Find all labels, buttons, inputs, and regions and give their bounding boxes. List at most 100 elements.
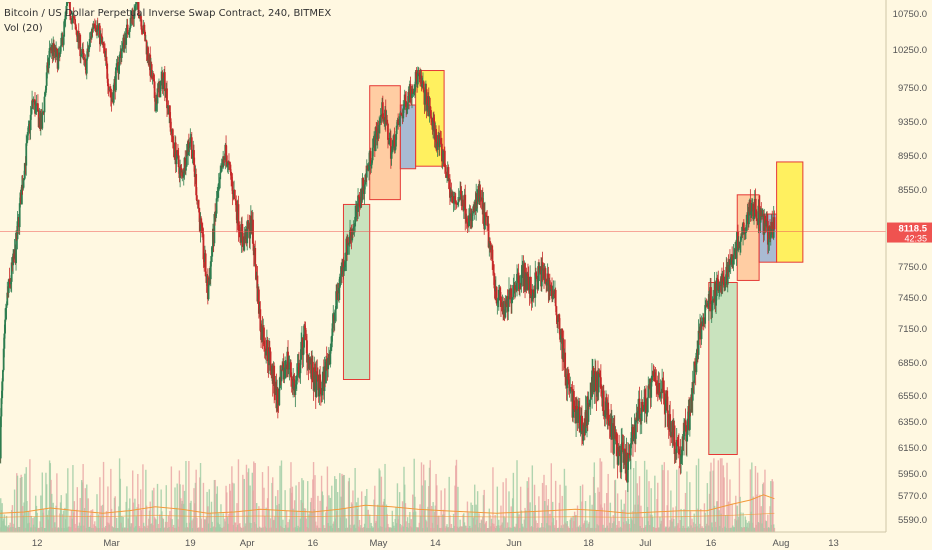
candle-body bbox=[519, 283, 521, 290]
candle-body bbox=[126, 24, 129, 34]
volume-bar bbox=[123, 527, 126, 532]
volume-bar bbox=[322, 495, 324, 532]
volume-bar bbox=[445, 526, 447, 532]
candle-body bbox=[406, 102, 409, 109]
volume-bar bbox=[429, 460, 431, 532]
volume-bar bbox=[134, 526, 137, 532]
candle-body bbox=[58, 52, 60, 57]
volume-bar bbox=[692, 522, 695, 532]
volume-bar bbox=[693, 513, 695, 532]
volume-bar bbox=[192, 518, 194, 532]
candle-body bbox=[47, 57, 50, 69]
yellow-box-august[interactable] bbox=[776, 161, 804, 263]
candle-body bbox=[43, 96, 46, 113]
volume-bar bbox=[740, 527, 743, 532]
volume-bar bbox=[490, 526, 492, 532]
last-price-label: 8118.5 bbox=[898, 224, 927, 235]
volume-bar bbox=[282, 527, 285, 532]
candle-body bbox=[208, 277, 211, 285]
volume-bar bbox=[449, 527, 452, 532]
volume-bar bbox=[667, 470, 669, 532]
volume-bar bbox=[498, 528, 501, 532]
candle-body bbox=[740, 233, 743, 237]
candle-body bbox=[384, 109, 387, 125]
volume-bar bbox=[42, 512, 44, 532]
candle-body bbox=[246, 221, 249, 244]
volume-bar bbox=[348, 477, 350, 532]
candle-body bbox=[570, 387, 573, 389]
volume-bar bbox=[211, 521, 213, 532]
volume-bar bbox=[113, 497, 116, 532]
volume-bar bbox=[409, 526, 412, 532]
candle-body bbox=[25, 143, 28, 166]
volume-indicator-label[interactable]: Vol (20) bbox=[4, 23, 43, 34]
candle-body bbox=[214, 213, 217, 216]
candle-body bbox=[416, 73, 419, 85]
candle-body bbox=[210, 256, 213, 262]
candle-body bbox=[773, 217, 776, 230]
volume-bar bbox=[703, 503, 706, 532]
green-box-july[interactable] bbox=[708, 282, 738, 455]
volume-bar bbox=[64, 519, 67, 532]
volume-bar bbox=[107, 486, 109, 532]
volume-bar bbox=[276, 505, 278, 532]
green-box-april[interactable] bbox=[342, 203, 371, 380]
volume-bar bbox=[103, 527, 105, 532]
volume-bar bbox=[425, 521, 428, 532]
volume-bar bbox=[137, 473, 139, 532]
candle-body bbox=[365, 169, 368, 178]
candle-body bbox=[163, 72, 166, 92]
volume-bar bbox=[765, 521, 768, 532]
volume-bar bbox=[350, 502, 353, 532]
volume-bar bbox=[142, 522, 145, 532]
volume-bar bbox=[270, 527, 272, 532]
volume-bar bbox=[461, 526, 464, 532]
candle-body bbox=[55, 48, 58, 58]
volume-bar bbox=[246, 515, 248, 532]
volume-bar bbox=[558, 502, 561, 532]
volume-bar bbox=[489, 514, 491, 532]
candle-body bbox=[707, 293, 710, 309]
candle-body bbox=[59, 46, 62, 54]
volume-bar bbox=[74, 523, 76, 532]
volume-bar bbox=[374, 523, 377, 532]
volume-bar bbox=[551, 522, 553, 532]
candle-body bbox=[5, 305, 8, 308]
candle-body bbox=[675, 439, 678, 453]
candle-body bbox=[495, 286, 498, 304]
volume-bar bbox=[579, 525, 581, 532]
volume-bar bbox=[126, 528, 129, 532]
volume-bar bbox=[24, 473, 26, 532]
candle-body bbox=[754, 198, 757, 210]
volume-bar bbox=[245, 523, 247, 532]
volume-bar bbox=[729, 527, 732, 532]
candle-body bbox=[697, 330, 700, 355]
candle-body bbox=[26, 131, 29, 141]
volume-bar bbox=[94, 521, 96, 532]
volume-bar bbox=[299, 527, 301, 532]
candle-body bbox=[143, 24, 146, 32]
volume-bar bbox=[161, 511, 163, 532]
candle-body bbox=[325, 359, 327, 384]
volume-bar bbox=[673, 518, 675, 532]
volume-bar bbox=[51, 493, 53, 532]
volume-bar bbox=[135, 516, 138, 532]
volume-bar bbox=[616, 525, 618, 532]
volume-bar bbox=[648, 481, 650, 532]
candle-body bbox=[767, 239, 770, 245]
candle-body bbox=[400, 112, 402, 115]
candle-body bbox=[642, 409, 645, 411]
volume-bar bbox=[643, 460, 646, 532]
volume-bar bbox=[349, 524, 351, 532]
candle-body bbox=[230, 179, 233, 182]
volume-bar bbox=[21, 476, 23, 532]
symbol-title[interactable]: Bitcoin / US Dollar Perpetual Inverse Sw… bbox=[4, 8, 332, 19]
candle-body bbox=[85, 58, 88, 74]
volume-bar bbox=[605, 527, 607, 532]
x-tick-label: 14 bbox=[430, 538, 441, 549]
volume-bar bbox=[277, 516, 280, 532]
volume-bar bbox=[654, 527, 657, 532]
volume-bar bbox=[536, 527, 538, 532]
volume-bar bbox=[467, 527, 469, 532]
